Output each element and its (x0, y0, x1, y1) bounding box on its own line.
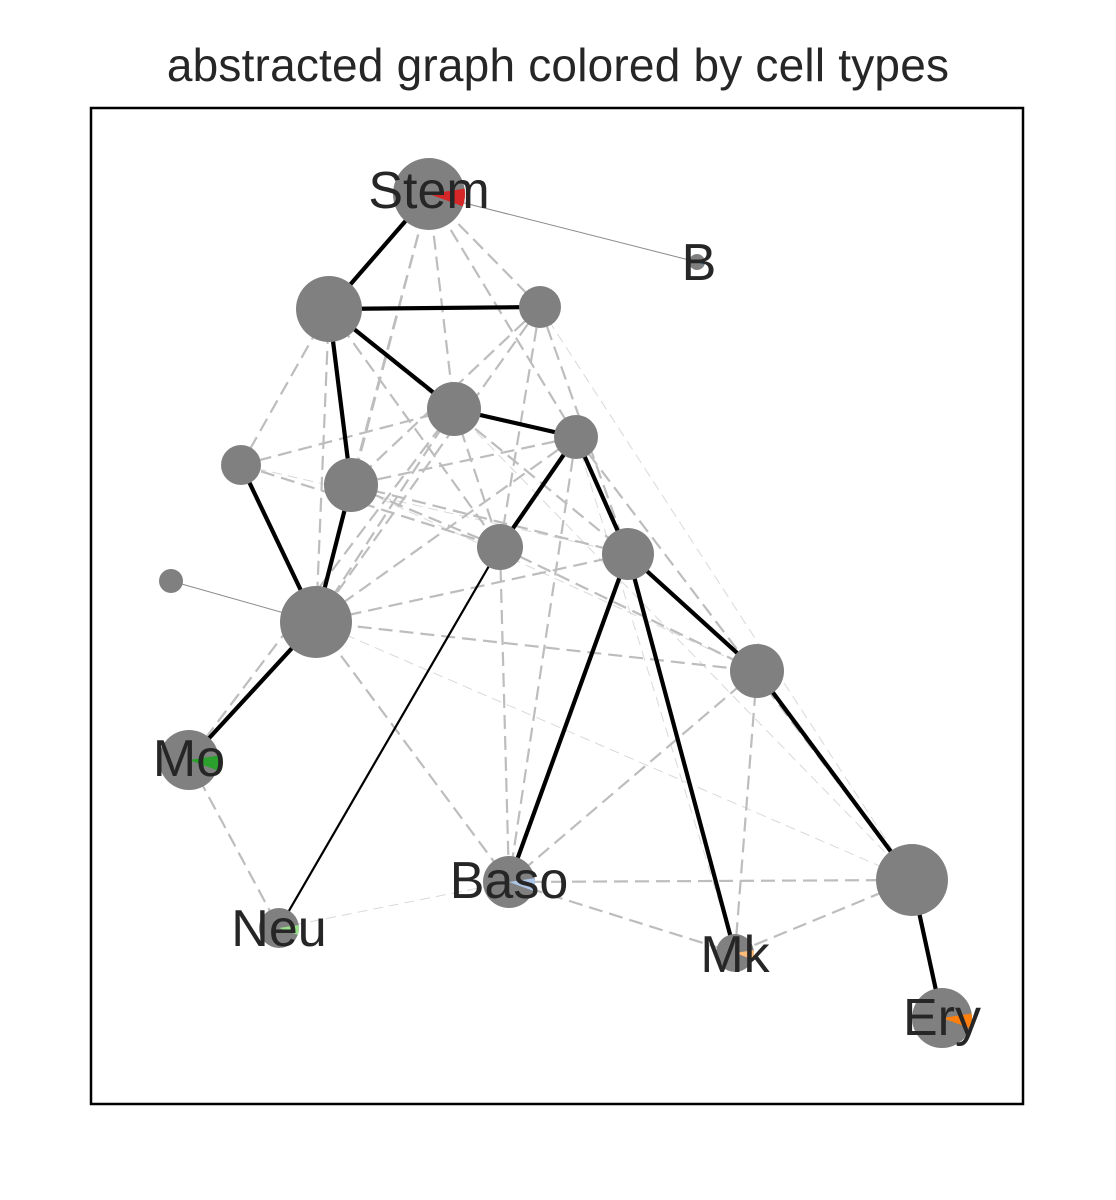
edge-n11-n17 (315, 621, 913, 881)
node-n11 (280, 586, 352, 658)
edge-stem-n4 (427, 193, 456, 410)
edge-n9-n11 (315, 552, 629, 624)
edge-mo-neu (188, 759, 280, 929)
edge-n4-n11 (315, 408, 455, 623)
edge-neu-baso (278, 881, 510, 929)
node-label-ery: Ery (903, 989, 981, 1047)
edge-n7-n12 (350, 484, 758, 672)
edge-n12-baso (508, 670, 758, 883)
label-layer: Stem B Mo Neu Baso Mk Ery (153, 162, 981, 1047)
plot-frame (89, 106, 1025, 1106)
edge-n12-n17 (755, 669, 914, 882)
edge-stem-n5 (428, 193, 577, 438)
edge-n5-baso (507, 436, 578, 883)
edge-n5-mk (575, 436, 736, 954)
node-n9 (602, 528, 654, 580)
node-n5 (554, 415, 598, 459)
edge-n4-mo (188, 408, 455, 761)
edge-stem-b (428, 193, 698, 263)
node-neu-fraction-wedge (279, 925, 299, 935)
node-label-stem: Stem (368, 162, 489, 220)
edge-n9-mk (625, 553, 738, 954)
edge-n3-n17 (539, 306, 913, 881)
node-b-fraction-wedge (697, 260, 705, 265)
node-n7 (324, 458, 378, 512)
edge-n6-n9 (240, 464, 629, 555)
edge-baso-n17 (508, 878, 913, 884)
edge-n4-n17 (453, 408, 913, 881)
edge-baso-mk (508, 880, 736, 955)
edge-n8-neu (278, 546, 501, 929)
edge-n8-baso (498, 546, 511, 883)
node-n6 (221, 445, 261, 485)
edge-n2-n3 (328, 304, 541, 312)
edge-n4-n6 (240, 407, 455, 467)
edge-n11-n12 (315, 620, 758, 673)
edge-n2-n11 (314, 308, 331, 623)
edge-n3-n8 (498, 306, 542, 548)
edge-n9-baso (507, 553, 630, 883)
node-mo-fraction-wedge (189, 755, 219, 771)
node-label-neu: Neu (231, 900, 326, 958)
edge-n3-n11 (315, 306, 541, 623)
edge-n2-n8 (328, 308, 501, 548)
node-ery-fraction-wedge (942, 1013, 972, 1029)
edge-n11-baso (315, 621, 510, 883)
node-n8 (477, 524, 523, 570)
graph-title: abstracted graph colored by cell types (166, 39, 950, 91)
node-stem-fraction-wedge (429, 188, 466, 207)
edge-n12-mk (733, 670, 759, 954)
node-label-mk: Mk (700, 926, 770, 984)
edge-n8-n12 (499, 546, 758, 672)
edge-n7-n9 (350, 483, 629, 556)
node-label-mo: Mo (153, 730, 225, 788)
node-mk-fraction-wedge (735, 950, 754, 960)
node-n10 (159, 569, 183, 593)
node-baso-fraction-wedge (509, 878, 535, 891)
edge-n9-n12 (626, 552, 759, 673)
node-n2 (296, 276, 362, 342)
node-label-b: B (682, 234, 717, 292)
node-label-baso: Baso (450, 852, 569, 910)
node-layer (159, 158, 972, 1048)
node-n12 (730, 644, 784, 698)
edge-n6-n8 (240, 463, 501, 549)
node-n4 (427, 382, 481, 436)
node-n17 (876, 844, 948, 916)
node-n3 (519, 286, 561, 328)
edge-layer (170, 192, 945, 1019)
edge-n5-n7 (350, 435, 577, 487)
